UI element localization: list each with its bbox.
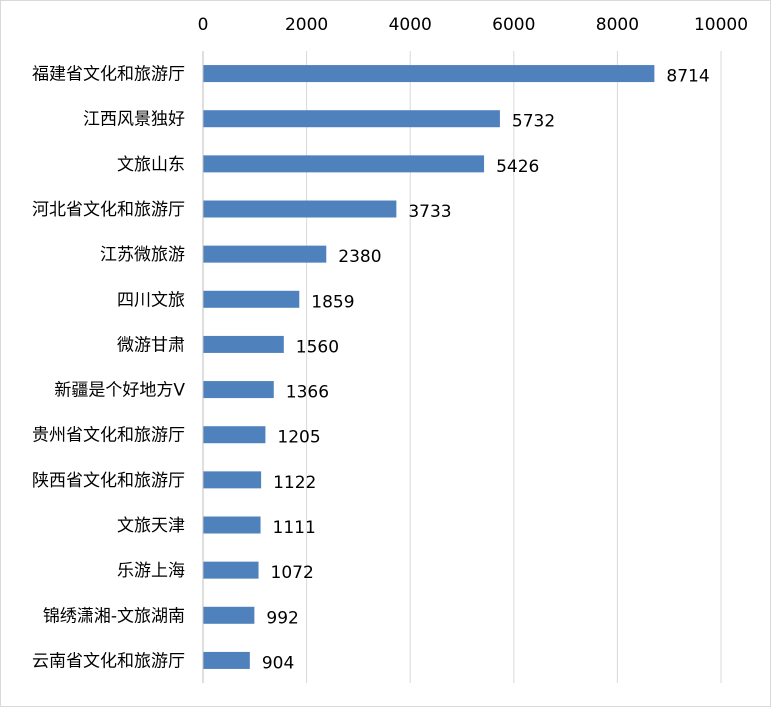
category-label: 乐游上海 <box>117 561 185 581</box>
category-label: 陕西省文化和旅游厅 <box>32 471 185 491</box>
bar <box>203 245 327 263</box>
x-tick-label: 8000 <box>596 15 639 35</box>
category-label: 文旅天津 <box>117 516 185 536</box>
bar <box>203 651 250 669</box>
category-label: 微游甘肃 <box>117 335 185 355</box>
x-axis-ticks: 0 2000 4000 6000 8000 10000 <box>198 15 748 35</box>
bar <box>203 381 274 399</box>
data-label: 1366 <box>286 383 329 403</box>
data-label: 1205 <box>277 428 320 448</box>
bar <box>203 290 300 308</box>
data-label: 3733 <box>408 202 451 222</box>
data-label: 2380 <box>338 247 381 267</box>
category-label: 锦绣潇湘-文旅湖南 <box>43 606 185 626</box>
data-label: 5426 <box>496 157 539 177</box>
data-label: 992 <box>266 608 298 628</box>
bar <box>203 200 397 218</box>
bars <box>203 65 655 669</box>
data-label: 1072 <box>271 563 314 583</box>
bar <box>203 110 500 128</box>
bar <box>203 65 655 83</box>
bar <box>203 516 261 534</box>
bar <box>203 426 266 444</box>
bar <box>203 606 255 624</box>
data-label: 1859 <box>311 292 354 312</box>
category-label: 四川文旅 <box>117 290 185 310</box>
gridlines <box>202 51 722 683</box>
x-tick-label: 0 <box>198 15 209 35</box>
category-label: 贵州省文化和旅游厅 <box>32 426 185 446</box>
category-label: 江苏微旅游 <box>100 245 185 265</box>
category-label: 河北省文化和旅游厅 <box>32 200 185 220</box>
data-label: 1560 <box>296 337 339 357</box>
category-label: 云南省文化和旅游厅 <box>32 651 185 671</box>
x-tick-label: 4000 <box>389 15 432 35</box>
x-tick-label: 10000 <box>694 15 748 35</box>
data-label: 904 <box>262 653 294 673</box>
bar <box>203 155 485 173</box>
bar <box>203 335 284 353</box>
x-tick-label: 2000 <box>285 15 328 35</box>
bar <box>203 561 259 579</box>
data-label: 1122 <box>273 473 316 493</box>
data-label: 8714 <box>666 67 709 87</box>
data-label: 1111 <box>273 518 316 538</box>
data-label: 5732 <box>512 112 555 132</box>
category-label: 文旅山东 <box>117 155 185 175</box>
bar <box>203 471 262 489</box>
category-axis: 福建省文化和旅游厅江西风景独好文旅山东河北省文化和旅游厅江苏微旅游四川文旅微游甘… <box>32 65 185 672</box>
category-label: 新疆是个好地方V <box>54 381 185 401</box>
x-tick-label: 6000 <box>492 15 535 35</box>
category-label: 福建省文化和旅游厅 <box>32 65 185 85</box>
category-label: 江西风景独好 <box>83 110 185 130</box>
data-labels: 8714 5732 5426 3733 2380 1859 1560 1366 1205 1122… <box>262 67 710 674</box>
